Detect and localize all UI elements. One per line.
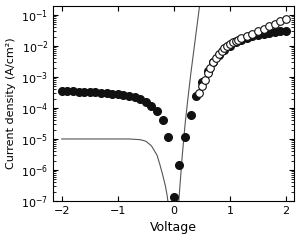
X-axis label: Voltage: Voltage: [150, 222, 197, 234]
Y-axis label: Current density (A/cm²): Current density (A/cm²): [6, 37, 16, 169]
